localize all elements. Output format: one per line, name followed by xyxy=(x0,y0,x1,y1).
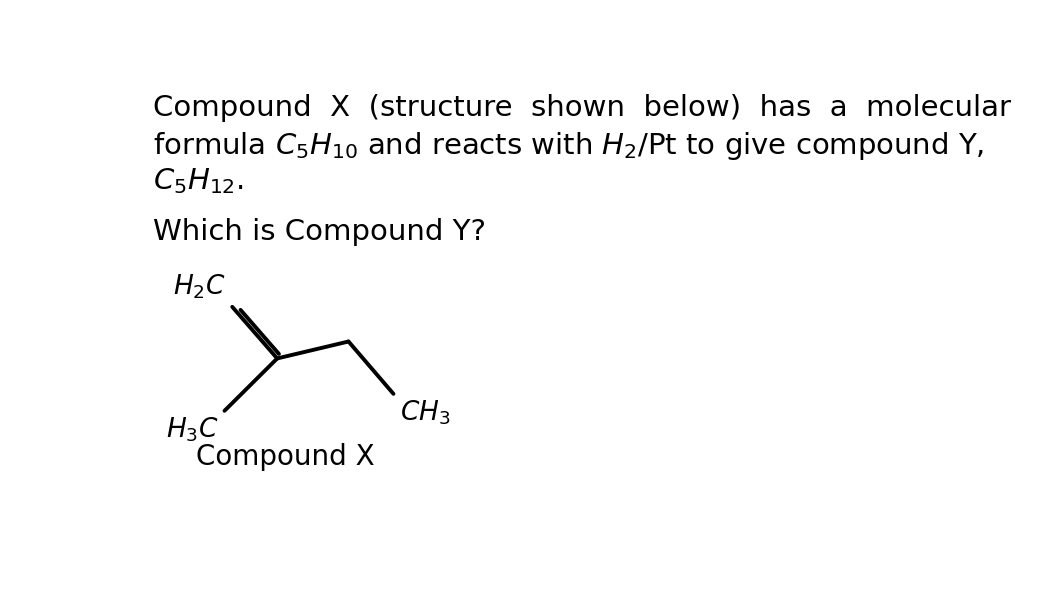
Text: $CH_3$: $CH_3$ xyxy=(400,398,450,427)
Text: $C_5H_{12}$.: $C_5H_{12}$. xyxy=(154,166,244,196)
Text: $H_3C$: $H_3C$ xyxy=(165,415,219,444)
Text: Compound  X  (structure  shown  below)  has  a  molecular: Compound X (structure shown below) has a… xyxy=(154,94,1011,122)
Text: formula $C_5H_{10}$ and reacts with $H_2$/Pt to give compound Y,: formula $C_5H_{10}$ and reacts with $H_2… xyxy=(154,130,985,162)
Text: Which is Compound Y?: Which is Compound Y? xyxy=(154,218,486,246)
Text: Compound X: Compound X xyxy=(196,443,375,471)
Text: $H_2C$: $H_2C$ xyxy=(174,272,226,301)
